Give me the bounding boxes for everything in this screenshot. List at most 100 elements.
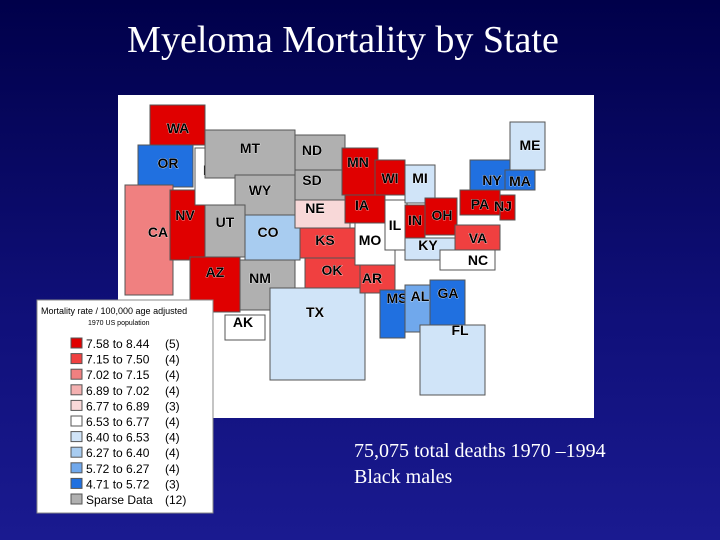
state [124, 184, 174, 296]
state [379, 289, 406, 339]
state [269, 287, 366, 381]
state-label: MT [240, 140, 261, 156]
state-label: OK [322, 262, 343, 278]
legend-swatch [70, 415, 83, 427]
state-label: TX [306, 304, 325, 320]
state-label: NC [468, 252, 488, 268]
state-label: KS [315, 232, 334, 248]
legend-swatch [70, 384, 83, 396]
state-label: KY [418, 237, 438, 253]
state [404, 284, 431, 333]
legend-swatch [70, 368, 83, 380]
state-label: NJ [494, 198, 512, 214]
state-label: MN [347, 154, 369, 170]
state-label: MA [509, 173, 531, 189]
state-label: AK [233, 314, 253, 330]
state [244, 214, 301, 261]
legend-count: (3) [165, 477, 180, 491]
legend-range: 4.71 to 5.72 [86, 477, 150, 491]
state-label: OH [432, 207, 453, 223]
legend-range: Sparse Data [86, 493, 153, 507]
state [419, 324, 486, 396]
state [459, 189, 501, 216]
state-label: AR [362, 270, 382, 286]
legend-swatch [70, 462, 83, 474]
state-label: AZ [206, 264, 225, 280]
legend-count: (12) [165, 493, 186, 507]
state [509, 121, 546, 171]
legend-range: 7.58 to 8.44 [86, 337, 150, 351]
state-label: WI [381, 170, 398, 186]
state-label: PA [471, 196, 489, 212]
caption-line: Black males [354, 466, 453, 488]
state-label: OR [158, 155, 179, 171]
state [137, 144, 194, 188]
state-label: SD [302, 172, 321, 188]
legend-subtitle: 1970 US population [88, 320, 150, 327]
state-label: GA [438, 285, 459, 301]
state-label: UT [216, 214, 235, 230]
state-label: CO [258, 224, 279, 240]
legend-range: 6.27 to 6.40 [86, 446, 150, 460]
legend-count: (4) [165, 353, 180, 367]
state-label: WA [167, 120, 190, 136]
legend-range: 7.15 to 7.50 [86, 353, 150, 367]
state [499, 194, 516, 221]
state-label: CA [148, 224, 168, 240]
legend-count: (4) [165, 446, 180, 460]
state-label: ND [302, 142, 322, 158]
legend-count: (4) [165, 431, 180, 445]
legend-box [36, 299, 214, 514]
state [424, 197, 458, 236]
legend-range: 6.89 to 7.02 [86, 384, 150, 398]
legend-swatch [70, 493, 83, 505]
legend-swatch [70, 431, 83, 443]
state-label: NE [305, 200, 324, 216]
legend-count: (4) [165, 384, 180, 398]
state-label: NY [482, 172, 502, 188]
legend-count: (4) [165, 368, 180, 382]
state-label: VA [469, 230, 487, 246]
state-label: MI [412, 170, 428, 186]
state [224, 314, 266, 341]
state [299, 227, 356, 259]
state [454, 224, 501, 251]
legend-swatch [70, 477, 83, 489]
state-label: MO [359, 232, 382, 248]
legend-count: (4) [165, 415, 180, 429]
legend-range: 6.40 to 6.53 [86, 431, 150, 445]
slide-title: Myeloma Mortality by State [127, 19, 559, 61]
legend-count: (5) [165, 337, 180, 351]
legend-swatch [70, 337, 83, 349]
state-label: IL [389, 217, 402, 233]
state-label: AL [411, 288, 430, 304]
state-label: NM [249, 270, 271, 286]
legend-count: (3) [165, 399, 180, 413]
legend-swatch [70, 446, 83, 458]
state [294, 199, 351, 229]
caption: 75,075 total deaths 1970 –1994 Black mal… [354, 438, 606, 490]
state-label: ME [520, 137, 541, 153]
legend-count: (4) [165, 462, 180, 476]
state [344, 194, 386, 224]
state-label: WY [249, 182, 272, 198]
legend-title: Mortality rate / 100,000 age adjusted [41, 306, 187, 316]
state [404, 164, 436, 204]
state [359, 264, 396, 294]
state-label: MS [387, 290, 408, 306]
state-label: IN [408, 212, 422, 228]
state [204, 129, 296, 179]
legend-range: 6.53 to 6.77 [86, 415, 150, 429]
state-label: FL [451, 322, 469, 338]
state [374, 159, 406, 196]
state-label: IA [355, 197, 369, 213]
legend-swatch [70, 399, 83, 411]
state [439, 249, 496, 271]
caption-line: 75,075 total deaths 1970 –1994 [354, 440, 606, 462]
legend-swatch [70, 353, 83, 365]
state [204, 204, 246, 258]
legend-range: 6.77 to 6.89 [86, 399, 150, 413]
legend-range: 7.02 to 7.15 [86, 368, 150, 382]
